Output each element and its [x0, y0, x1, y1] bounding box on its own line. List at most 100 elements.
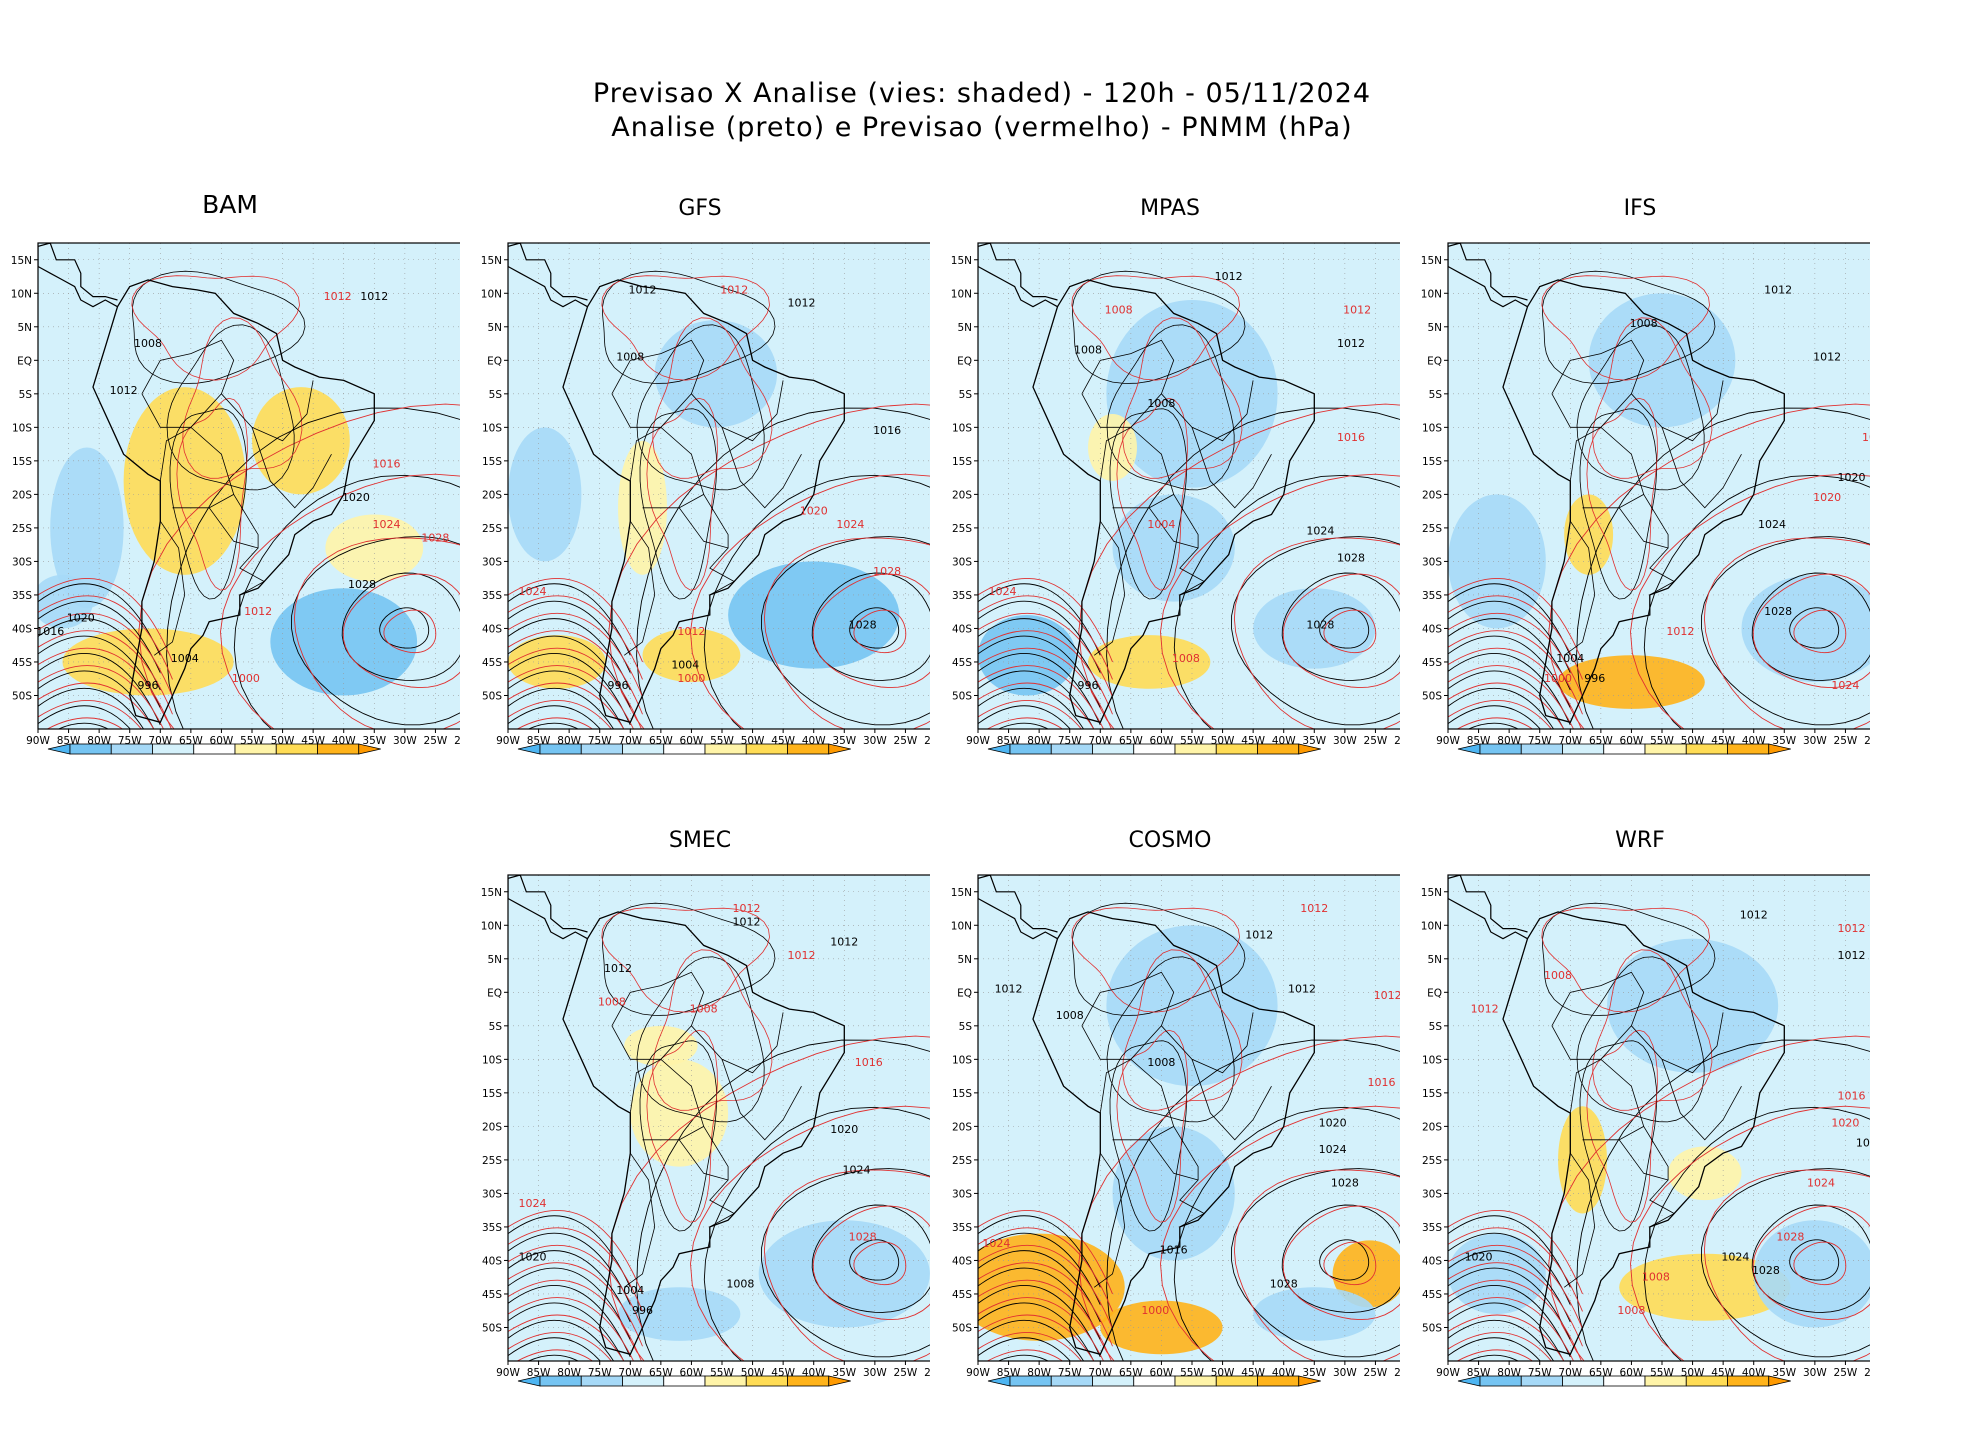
lat-label: 5N — [487, 954, 502, 966]
isobar-analysis — [1701, 1168, 1870, 1358]
lat-label: 20S — [1422, 1121, 1442, 1133]
isobar-label: 1012 — [1666, 625, 1694, 638]
isobar-forecast — [1586, 1029, 1658, 1223]
lat-label: 20S — [952, 1121, 972, 1133]
isobar-forecast — [38, 682, 155, 729]
lon-label: 35W — [1302, 735, 1326, 747]
isobar-forecast — [1448, 1279, 1582, 1361]
isobar-analysis — [57, 722, 109, 729]
country-border — [1179, 1179, 1206, 1228]
country-border — [1161, 380, 1254, 442]
isobar-analysis — [508, 600, 631, 673]
lat-label: 35S — [1422, 590, 1442, 602]
lon-label: 25W — [894, 735, 918, 747]
isobar-label: 1020 — [342, 491, 370, 504]
isobar-label: 1008 — [1617, 1304, 1645, 1317]
colorbar-box-6 — [1215, 1375, 1258, 1387]
isobar-forecast — [1282, 1205, 1400, 1321]
isobar-forecast — [508, 700, 612, 729]
isobar-forecast — [138, 403, 460, 729]
isobar-forecast — [978, 1227, 1113, 1312]
isobar-forecast — [978, 682, 1095, 729]
isobar-analysis — [978, 687, 1084, 729]
isobar-analysis — [978, 600, 1101, 673]
isobar-forecast — [508, 1227, 643, 1312]
isobar-label: 1012 — [830, 935, 858, 948]
coastline-south-america — [1502, 911, 1785, 1356]
isobar-analysis — [1173, 474, 1400, 729]
lat-label: 30S — [952, 556, 972, 568]
lat-label: 10N — [481, 288, 502, 300]
colorbar-box-1 — [539, 743, 582, 755]
isobar-analysis — [1448, 1215, 1571, 1288]
isobar-analysis — [1643, 1106, 1870, 1361]
isobar-analysis — [1448, 687, 1554, 729]
isobar-forecast — [508, 595, 643, 680]
isobar-forecast — [690, 1105, 930, 1361]
isobar-label: 1012 — [1471, 1002, 1499, 1015]
isobar-label: 1012 — [995, 982, 1023, 995]
lon-label: 90W — [966, 735, 990, 747]
isobar-forecast — [601, 275, 770, 381]
lat-label: 10N — [481, 920, 502, 932]
isobar-analysis — [1579, 1040, 1658, 1232]
country-border — [691, 1012, 784, 1074]
bias-zone — [1753, 1220, 1870, 1328]
lat-label: 15S — [12, 456, 32, 468]
isobar-forecast — [508, 647, 642, 729]
colorbar-box-4 — [663, 743, 706, 755]
isobar-label: 1012 — [677, 625, 705, 638]
isobar-analysis — [1448, 1319, 1554, 1361]
isobar-analysis — [1576, 956, 1705, 1123]
isobar-analysis — [1448, 653, 1571, 726]
country-border — [691, 380, 784, 442]
isobar-analysis — [527, 1354, 579, 1361]
isobar-label: 1012 — [110, 384, 138, 397]
lat-label: 15N — [481, 887, 502, 899]
map-content: 1012101210081012101610201024102810281020… — [38, 243, 460, 729]
lat-label: 30S — [1422, 556, 1442, 568]
coastline-south-america — [92, 279, 375, 724]
isobar-forecast — [690, 473, 930, 729]
lat-label: 30S — [952, 1188, 972, 1200]
figure-title-line1: Previsao X Analise (vies: shaded) - 120h… — [592, 78, 1372, 109]
isobar-forecast — [1448, 1332, 1552, 1361]
isobar-label: 1012 — [629, 283, 657, 296]
lat-label: 35S — [1422, 1222, 1442, 1234]
isobar-analysis — [1467, 722, 1519, 729]
isobar-analysis — [1109, 408, 1188, 600]
colorbar-box-5 — [1174, 743, 1217, 755]
colorbar-box-7 — [787, 1375, 830, 1387]
colorbar-box-2 — [1050, 1375, 1093, 1387]
lat-label: 25S — [952, 1155, 972, 1167]
isobar-forecast — [1448, 1227, 1583, 1312]
isobar-analysis — [1106, 407, 1400, 729]
isobar-label: 1028 — [1331, 1177, 1359, 1190]
colorbar-box-5 — [234, 743, 277, 755]
lat-label: 20S — [482, 489, 502, 501]
isobar-label: 1016 — [873, 424, 901, 437]
figure-title-line2: Analise (preto) e Previsao (vermelho) - … — [611, 112, 1353, 143]
isobar-analysis — [761, 1168, 930, 1358]
isobar-forecast — [1122, 949, 1243, 1111]
isobar-analysis — [978, 1319, 1084, 1361]
lat-label: 30S — [1422, 1188, 1442, 1200]
isobar-label: 1016 — [373, 458, 401, 471]
isobar-label: 1008 — [1105, 303, 1133, 316]
lat-label: 15N — [11, 255, 32, 267]
panel-title: MPAS — [1140, 196, 1200, 221]
isobar-label: 1024 — [518, 1197, 546, 1210]
lon-label: 35W — [832, 735, 856, 747]
lon-label: 30W — [1333, 735, 1357, 747]
lat-label: 45S — [482, 657, 502, 669]
isobar-label: 996 — [608, 679, 629, 692]
lat-label: 5S — [489, 1021, 503, 1033]
country-border — [721, 1059, 802, 1141]
lat-label: EQ — [487, 355, 502, 367]
colorbar: -4-3-2-11234 — [987, 743, 1321, 755]
map-content: 1012101210121008101210161020102410241028… — [1448, 875, 1870, 1361]
isobar-label: 1024 — [1831, 679, 1859, 692]
isobar-forecast — [1630, 473, 1870, 729]
isobar-forecast — [652, 317, 773, 479]
isobar-analysis — [978, 1250, 1101, 1323]
